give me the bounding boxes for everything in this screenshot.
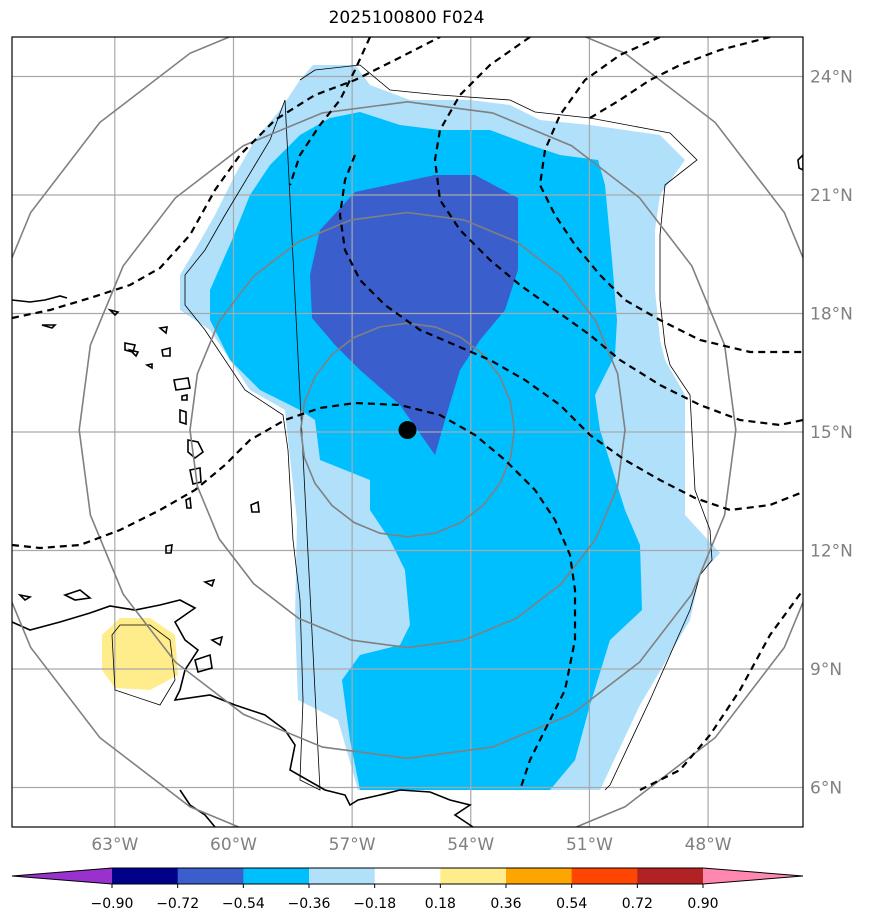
- colorbar-extend-low: [12, 868, 112, 884]
- colorbar-label-6: 0.36: [490, 896, 521, 912]
- contour-fill-medium-blue: [310, 175, 518, 455]
- island-puerto-rico-east: [12, 295, 68, 303]
- island-virgin-2: [127, 348, 140, 358]
- lon-tick-label-4: 51°W: [566, 835, 613, 855]
- island-st-croix: [144, 363, 153, 370]
- gridlines: [12, 37, 803, 827]
- colorbar-extend-high: [703, 868, 803, 884]
- island-martinique: [189, 467, 202, 485]
- lat-tick-label-2: 18°N: [810, 305, 853, 325]
- dashed-contour-8: [639, 589, 803, 791]
- island-antigua: [173, 377, 191, 391]
- colorbar-label-3: −0.36: [288, 896, 331, 912]
- colorbar-label-8: 0.72: [622, 896, 653, 912]
- contour-boundary-thin: [111, 64, 713, 791]
- lat-tick-label-3: 15°N: [810, 423, 853, 443]
- colorbar-label-4: −0.18: [353, 896, 396, 912]
- coastline-south-america: [12, 599, 475, 827]
- island-mainland-bit: [17, 593, 33, 602]
- storm-center-marker: [398, 421, 417, 440]
- colorbar-bin-2: [243, 868, 310, 884]
- range-ring-0: [299, 322, 516, 538]
- map-frame: [11, 36, 804, 828]
- island-vieques: [41, 324, 57, 329]
- coastline-venezuela-east: [179, 789, 216, 827]
- lat-tick-label-6: 6°N: [810, 779, 842, 799]
- island-guyana-coast: [62, 589, 92, 601]
- range-ring-1: [189, 211, 626, 649]
- island-st-kitts: [161, 346, 171, 357]
- latitude-labels: 24°N 21°N 18°N 15°N 12°N 9°N 6°N: [810, 68, 853, 799]
- colorbar-bin-6: [506, 868, 573, 884]
- island-culebra: [107, 308, 120, 317]
- lat-tick-label-4: 12°N: [810, 542, 853, 562]
- longitude-labels: 63°W 60°W 57°W 54°W 51°W 48°W: [91, 835, 731, 855]
- colorbar-label-9: 0.90: [687, 896, 718, 912]
- colorbar-bin-5: [440, 868, 507, 884]
- colorbar-bin-3: [309, 868, 376, 884]
- colorbar-bin-4: [374, 868, 441, 884]
- lon-tick-label-3: 54°W: [447, 835, 494, 855]
- dashed-contour-2: [12, 401, 577, 791]
- colorbar-bin-1: [177, 868, 244, 884]
- dashed-contour-6: [538, 37, 803, 354]
- island-north-africa-edge: [797, 153, 803, 171]
- colorbar-label-1: −0.72: [156, 896, 199, 912]
- colorbar-label-2: −0.54: [222, 896, 265, 912]
- island-grenada: [202, 578, 216, 588]
- lat-tick-label-0: 24°N: [810, 68, 853, 88]
- lon-tick-label-0: 63°W: [91, 835, 138, 855]
- colorbar-label-0: −0.90: [91, 896, 134, 912]
- map-title: 2025100800 F024: [328, 8, 485, 28]
- lat-tick-label-1: 21°N: [810, 186, 853, 206]
- colorbar-label-7: 0.54: [556, 896, 587, 912]
- lon-tick-label-2: 57°W: [329, 835, 376, 855]
- dashed-contour-3: [288, 37, 372, 186]
- contour-fill-light-blue-pocket: [315, 533, 345, 577]
- island-guadeloupe: [179, 408, 187, 426]
- contour-fill-yellow: [102, 618, 178, 690]
- island-dominica: [187, 439, 205, 460]
- colorbar-bin-7: [571, 868, 638, 884]
- colorbar-bin-0: [112, 868, 179, 884]
- dashed-contour-4: [338, 154, 803, 512]
- lat-tick-label-5: 9°N: [810, 660, 842, 680]
- dashed-contours: [12, 37, 803, 791]
- island-trinidad: [194, 653, 213, 673]
- colorbar: −0.90 −0.72 −0.54 −0.36 −0.18 0.18 0.36 0.54 0.7…: [11, 867, 804, 912]
- contour-fills: [102, 65, 720, 790]
- colorbar-bin-8: [637, 868, 704, 884]
- dashed-contour-7: [589, 37, 771, 119]
- lon-tick-label-5: 48°W: [685, 835, 732, 855]
- colorbar-label-5: 0.18: [425, 896, 456, 912]
- island-st-lucia: [185, 496, 192, 509]
- island-barbados: [250, 500, 260, 513]
- map-area: [12, 37, 803, 827]
- dashed-contour-1: [12, 37, 441, 320]
- lon-tick-label-1: 60°W: [210, 835, 257, 855]
- island-tobago: [210, 635, 224, 647]
- range-ring-2: [78, 100, 737, 760]
- island-st-vincent: [165, 544, 173, 554]
- island-barbuda: [181, 394, 188, 401]
- island-anguilla: [158, 326, 168, 335]
